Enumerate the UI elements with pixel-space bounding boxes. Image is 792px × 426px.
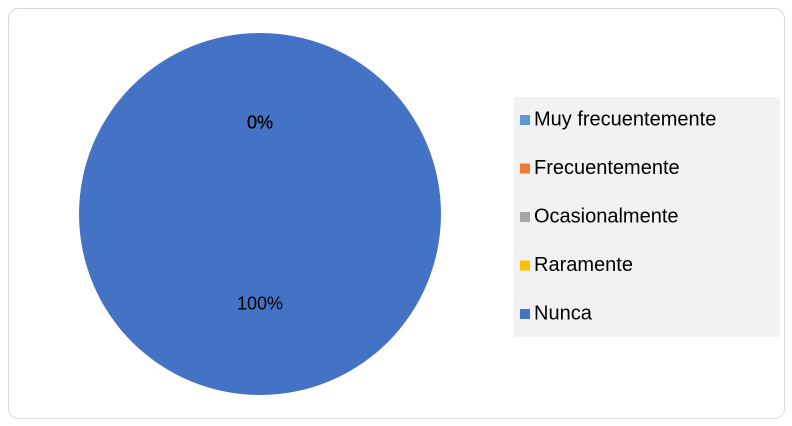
data-label: 100% (237, 293, 283, 313)
data-label: 0% (247, 112, 273, 132)
legend-label: Ocasionalmente (534, 205, 679, 227)
legend-label: Nunca (534, 302, 593, 324)
legend-label: Frecuentemente (534, 157, 680, 179)
legend: Muy frecuentemente Frecuentemente Ocasiona… (514, 97, 780, 337)
data-label: 0% (247, 112, 273, 132)
data-label: 0% (247, 112, 273, 132)
legend-label: Raramente (534, 254, 633, 276)
legend-swatch (520, 115, 530, 125)
pie: 0%0%0%0%100% (79, 33, 441, 395)
data-label: 0% (247, 112, 273, 132)
pie-slice (79, 33, 441, 395)
legend-box (514, 97, 780, 337)
legend-label: Muy frecuentemente (534, 108, 716, 130)
legend-swatch (520, 212, 530, 222)
legend-swatch (520, 163, 530, 174)
legend-swatch (520, 309, 530, 319)
legend-swatch (520, 260, 530, 271)
